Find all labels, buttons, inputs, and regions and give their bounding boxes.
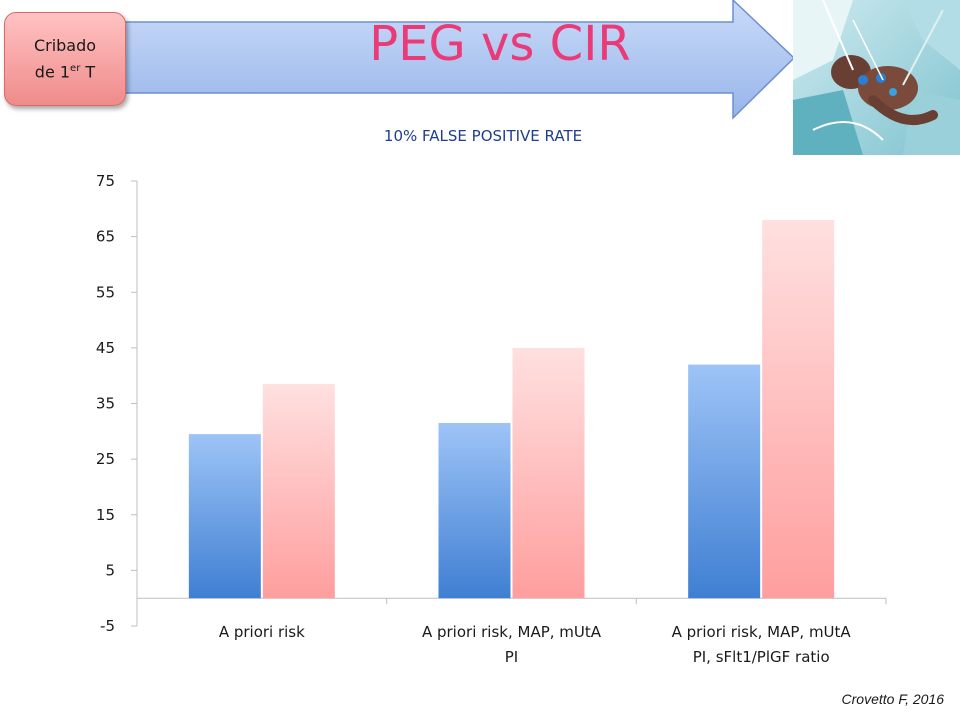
x-tick-label: PI — [505, 648, 518, 666]
bars — [188, 219, 835, 599]
cribado-superscript: er — [70, 63, 81, 75]
bar-series1-cat3 — [688, 364, 761, 599]
y-tick-label: 15 — [96, 506, 115, 524]
bar-series2-cat1 — [262, 384, 335, 599]
x-tick-label: A priori risk, MAP, mUtA — [672, 623, 852, 641]
page-title: PEG vs CIR — [369, 16, 631, 72]
citation: Crovetto F, 2016 — [841, 691, 944, 707]
x-tick-label: A priori risk, MAP, mUtA — [422, 623, 602, 641]
chart-title: 10% FALSE POSITIVE RATE — [383, 127, 583, 145]
y-tick-label: -5 — [100, 617, 115, 635]
cribado-badge: Cribado de 1er T — [4, 12, 126, 106]
y-tick-label: 5 — [105, 561, 115, 579]
premature-infant-photo — [793, 0, 960, 155]
bar-series2-cat3 — [762, 219, 835, 599]
y-tick-label: 35 — [96, 395, 115, 413]
banner-arrow — [119, 0, 796, 120]
y-tick-label: 25 — [96, 450, 115, 468]
y-tick-label: 75 — [96, 172, 115, 190]
axes — [131, 180, 887, 627]
bar-chart: -5 5 15 25 35 45 55 65 75 A priori risk A priori r… — [96, 172, 887, 666]
tick-labels: -5 5 15 25 35 45 55 65 75 A priori risk A priori r… — [96, 172, 852, 666]
y-tick-label: 65 — [96, 228, 115, 246]
bar-series1-cat1 — [188, 434, 261, 599]
cribado-badge-line1: Cribado — [33, 36, 97, 56]
bar-series1-cat2 — [438, 422, 511, 599]
y-tick-label: 45 — [96, 339, 115, 357]
x-tick-label: A priori risk — [219, 623, 305, 641]
cribado-badge-line2: de 1er T — [34, 62, 96, 82]
bar-series2-cat2 — [512, 347, 585, 599]
x-tick-label: PI, sFlt1/PlGF ratio — [693, 648, 830, 666]
y-tick-label: 55 — [96, 283, 115, 301]
